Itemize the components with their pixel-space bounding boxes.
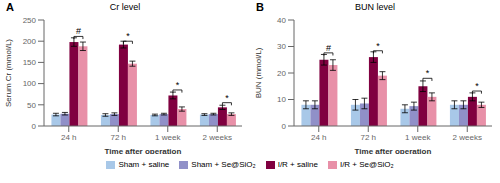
svg-text:72 h: 72 h [360,133,376,142]
svg-text:*: * [176,80,180,90]
svg-text:0: 0 [282,122,287,131]
svg-text:0: 0 [32,122,37,131]
svg-text:250: 250 [23,16,37,25]
svg-text:200: 200 [23,37,37,46]
svg-text:Serum Cr (mmol/L): Serum Cr (mmol/L) [8,39,13,107]
svg-text:BUN (mmol/L): BUN (mmol/L) [254,47,263,98]
svg-text:50: 50 [27,101,36,110]
svg-text:72 h: 72 h [110,133,126,142]
svg-text:Time after operation: Time after operation [105,147,182,154]
svg-text:24 h: 24 h [311,133,327,142]
svg-text:*: * [376,41,380,51]
svg-text:20: 20 [277,69,286,78]
svg-text:*: * [475,81,479,91]
svg-text:#: # [76,26,81,36]
html-text:I/R + Se@SiO₂: I/R + Se@SiO₂ [339,160,394,169]
html-text:Sham + Se@SiO₂: Sham + Se@SiO₂ [191,160,256,169]
svg-text:150: 150 [23,58,37,67]
svg-text:*: * [126,31,130,41]
html-text:A: A [6,1,14,13]
html-text:Sham + saline: Sham + saline [118,160,170,169]
html-text:B: B [256,1,264,13]
svg-text:*: * [426,68,430,78]
svg-text:40: 40 [277,16,286,25]
svg-text:100: 100 [23,79,37,88]
html-text:I/R + saline: I/R + saline [277,160,318,169]
svg-text:10: 10 [277,95,286,104]
svg-text:30: 30 [277,42,286,51]
svg-text:Time after operation: Time after operation [355,147,432,154]
svg-text:1 week: 1 week [405,133,431,142]
svg-text:2 weeks: 2 weeks [203,133,232,142]
html-text:Cr level: Cr level [109,2,141,12]
svg-text:*: * [225,93,229,103]
svg-text:2 weeks: 2 weeks [453,133,482,142]
svg-text:24 h: 24 h [61,133,77,142]
html-text:BUN level: BUN level [355,2,395,12]
svg-text:1 week: 1 week [155,133,181,142]
svg-text:#: # [326,43,331,53]
